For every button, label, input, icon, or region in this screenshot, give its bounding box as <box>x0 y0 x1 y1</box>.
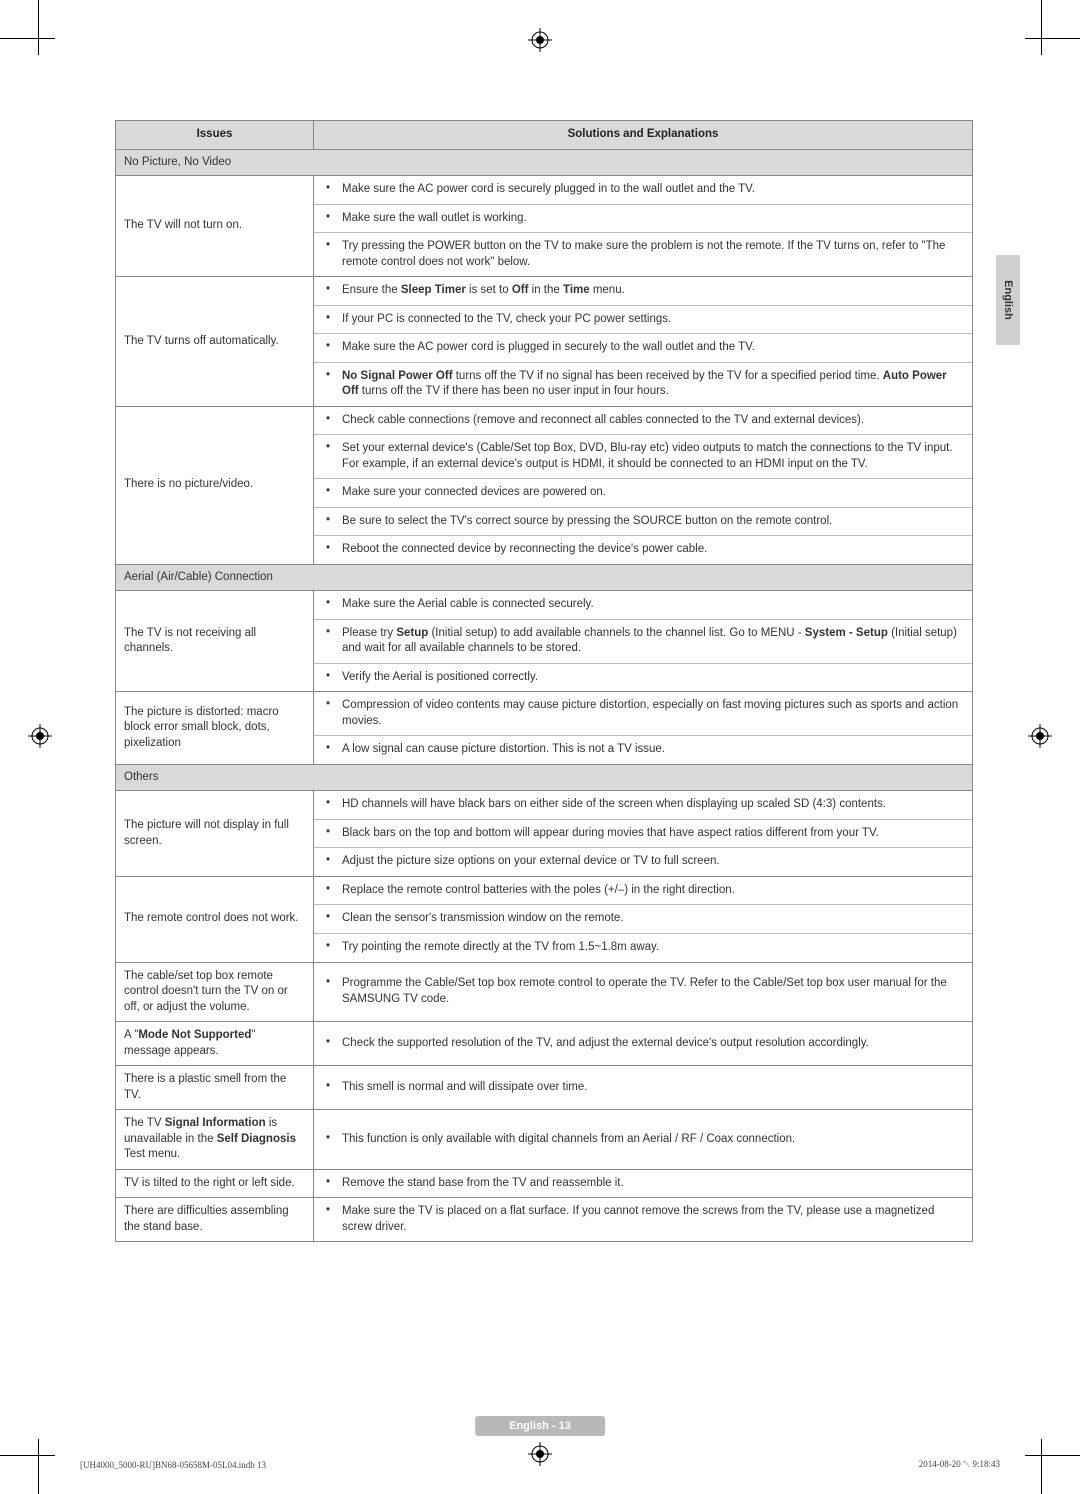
table-row: There is a plastic smell from the TV. Th… <box>116 1066 973 1110</box>
solution-item: HD channels will have black bars on eith… <box>314 791 972 819</box>
issue-cell: The remote control does not work. <box>116 876 314 962</box>
solution-item: Set your external device's (Cable/Set to… <box>314 434 972 478</box>
solution-cell: Make sure the TV is placed on a flat sur… <box>314 1198 973 1242</box>
table-row: There is no picture/video. Check cable c… <box>116 406 973 564</box>
solution-item: Check the supported resolution of the TV… <box>314 1030 972 1058</box>
solution-item: Try pointing the remote directly at the … <box>314 933 972 962</box>
solution-cell: HD channels will have black bars on eith… <box>314 791 973 877</box>
registration-mark <box>528 1442 552 1466</box>
solution-cell: Ensure the Sleep Timer is set to Off in … <box>314 277 973 407</box>
solution-item: Ensure the Sleep Timer is set to Off in … <box>314 277 972 305</box>
solution-item: Programme the Cable/Set top box remote c… <box>314 970 972 1013</box>
solution-cell: Check the supported resolution of the TV… <box>314 1022 973 1066</box>
issue-cell: The TV turns off automatically. <box>116 277 314 407</box>
solution-cell: This function is only available with dig… <box>314 1110 973 1170</box>
section-heading: Aerial (Air/Cable) Connection <box>116 564 973 591</box>
table-row: The TV is not receiving all channels. Ma… <box>116 591 973 692</box>
troubleshooting-table-container: Issues Solutions and Explanations No Pic… <box>115 120 973 1242</box>
solution-cell: Programme the Cable/Set top box remote c… <box>314 962 973 1022</box>
solution-cell: Check cable connections (remove and reco… <box>314 406 973 564</box>
crop-mark <box>0 38 55 39</box>
issue-cell: There are difficulties assembling the st… <box>116 1198 314 1242</box>
table-row: The picture will not display in full scr… <box>116 791 973 877</box>
crop-mark <box>0 1455 55 1456</box>
table-row: TV is tilted to the right or left side. … <box>116 1169 973 1198</box>
table-row: The picture is distorted: macro block er… <box>116 692 973 765</box>
solution-cell: This smell is normal and will dissipate … <box>314 1066 973 1110</box>
registration-mark <box>528 28 552 52</box>
solution-cell: Replace the remote control batteries wit… <box>314 876 973 962</box>
solution-item: No Signal Power Off turns off the TV if … <box>314 362 972 406</box>
table-row: A "Mode Not Supported" message appears. … <box>116 1022 973 1066</box>
header-issues: Issues <box>116 121 314 150</box>
footer-filename: [UH4000_5000-RU]BN68-05658M-05L04.indb 1… <box>80 1460 266 1470</box>
solution-item: Make sure your connected devices are pow… <box>314 478 972 507</box>
solution-item: Please try Setup (Initial setup) to add … <box>314 619 972 663</box>
solution-item: Make sure the wall outlet is working. <box>314 204 972 233</box>
header-solutions: Solutions and Explanations <box>314 121 973 150</box>
issue-cell: TV is tilted to the right or left side. <box>116 1169 314 1198</box>
crop-mark <box>1041 0 1042 55</box>
solution-item: Be sure to select the TV's correct sourc… <box>314 507 972 536</box>
troubleshooting-table: Issues Solutions and Explanations No Pic… <box>115 120 973 1242</box>
solution-item: Compression of video contents may cause … <box>314 692 972 735</box>
language-tab: English <box>996 255 1020 345</box>
solution-item: Make sure the AC power cord is securely … <box>314 176 972 204</box>
solution-item: This smell is normal and will dissipate … <box>314 1074 972 1102</box>
solution-item: Check cable connections (remove and reco… <box>314 407 972 435</box>
table-row: The cable/set top box remote control doe… <box>116 962 973 1022</box>
solution-item: A low signal can cause picture distortio… <box>314 735 972 764</box>
solution-cell: Compression of video contents may cause … <box>314 692 973 765</box>
solution-item: Make sure the AC power cord is plugged i… <box>314 333 972 362</box>
registration-mark <box>1028 724 1052 748</box>
registration-mark <box>28 724 52 748</box>
issue-cell: There is a plastic smell from the TV. <box>116 1066 314 1110</box>
solution-cell: Make sure the AC power cord is securely … <box>314 176 973 277</box>
section-heading: Others <box>116 764 973 791</box>
table-row: The TV turns off automatically. Ensure t… <box>116 277 973 407</box>
crop-mark <box>38 0 39 55</box>
crop-mark <box>38 1439 39 1494</box>
table-row: The remote control does not work. Replac… <box>116 876 973 962</box>
solution-item: Make sure the TV is placed on a flat sur… <box>314 1198 972 1241</box>
section-heading: No Picture, No Video <box>116 149 973 176</box>
issue-cell: The picture will not display in full scr… <box>116 791 314 877</box>
crop-mark <box>1025 38 1080 39</box>
language-tab-label: English <box>1002 280 1014 320</box>
solution-cell: Make sure the Aerial cable is connected … <box>314 591 973 692</box>
solution-cell: Remove the stand base from the TV and re… <box>314 1169 973 1198</box>
issue-cell: The TV Signal Information is unavailable… <box>116 1110 314 1170</box>
crop-mark <box>1025 1455 1080 1456</box>
issue-cell: The TV will not turn on. <box>116 176 314 277</box>
issue-cell: The TV is not receiving all channels. <box>116 591 314 692</box>
solution-item: Make sure the Aerial cable is connected … <box>314 591 972 619</box>
issue-cell: The cable/set top box remote control doe… <box>116 962 314 1022</box>
crop-mark <box>1041 1439 1042 1494</box>
solution-item: If your PC is connected to the TV, check… <box>314 305 972 334</box>
table-row: The TV Signal Information is unavailable… <box>116 1110 973 1170</box>
issue-cell: There is no picture/video. <box>116 406 314 564</box>
solution-item: Remove the stand base from the TV and re… <box>314 1170 972 1198</box>
solution-item: Black bars on the top and bottom will ap… <box>314 819 972 848</box>
solution-item: Reboot the connected device by reconnect… <box>314 535 972 564</box>
table-row: The TV will not turn on. Make sure the A… <box>116 176 973 277</box>
solution-item: This function is only available with dig… <box>314 1126 972 1154</box>
issue-cell: A "Mode Not Supported" message appears. <box>116 1022 314 1066</box>
issue-cell: The picture is distorted: macro block er… <box>116 692 314 765</box>
table-row: There are difficulties assembling the st… <box>116 1198 973 1242</box>
solution-item: Verify the Aerial is positioned correctl… <box>314 663 972 692</box>
footer-timestamp: 2014-08-20 ␀ 9:18:43 <box>919 1459 1000 1470</box>
solution-item: Clean the sensor's transmission window o… <box>314 904 972 933</box>
solution-item: Adjust the picture size options on your … <box>314 847 972 876</box>
solution-item: Try pressing the POWER button on the TV … <box>314 232 972 276</box>
page-number: English - 13 <box>475 1416 605 1436</box>
solution-item: Replace the remote control batteries wit… <box>314 877 972 905</box>
